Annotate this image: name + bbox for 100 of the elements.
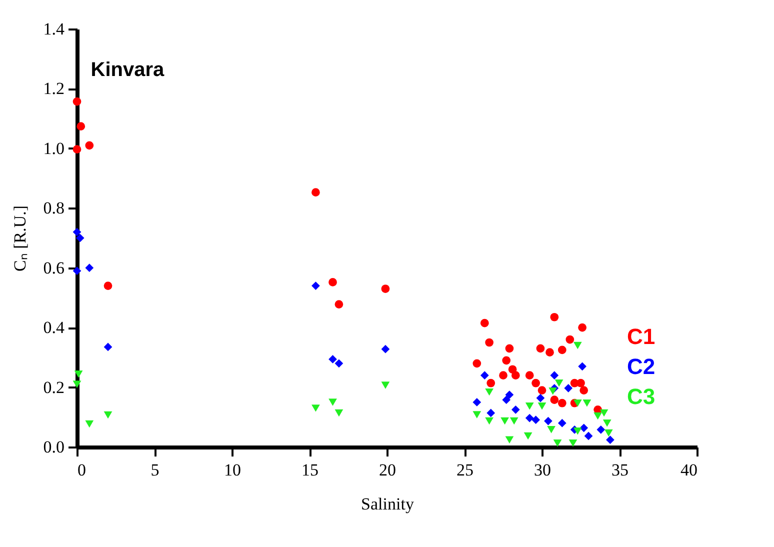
x-tick-label: 0 bbox=[78, 460, 86, 480]
point bbox=[312, 282, 320, 290]
series-label: C2 bbox=[627, 354, 656, 379]
point bbox=[485, 388, 494, 396]
point bbox=[328, 355, 337, 364]
point bbox=[505, 390, 514, 399]
point bbox=[480, 318, 489, 328]
x-tick-label: 40 bbox=[680, 460, 698, 480]
point bbox=[104, 342, 112, 352]
point bbox=[85, 141, 94, 150]
point bbox=[472, 398, 482, 406]
point bbox=[480, 371, 489, 380]
point bbox=[538, 402, 546, 410]
point bbox=[312, 404, 320, 412]
y-tick-label: 0.6 bbox=[43, 258, 64, 278]
point bbox=[582, 399, 592, 407]
point bbox=[74, 370, 83, 378]
point bbox=[502, 396, 511, 404]
x-tick-label: 20 bbox=[379, 460, 396, 480]
point bbox=[381, 284, 390, 293]
point bbox=[511, 371, 520, 380]
point bbox=[505, 436, 514, 444]
point bbox=[554, 379, 564, 387]
point bbox=[606, 436, 614, 444]
point bbox=[600, 409, 608, 417]
point bbox=[104, 411, 112, 419]
point bbox=[536, 394, 545, 402]
point bbox=[381, 344, 390, 354]
point bbox=[547, 426, 556, 434]
point bbox=[486, 378, 496, 388]
point bbox=[502, 356, 511, 365]
point bbox=[594, 412, 602, 420]
x-tick-label: 10 bbox=[224, 460, 241, 480]
point bbox=[576, 378, 585, 388]
point bbox=[546, 348, 554, 357]
point bbox=[558, 418, 566, 428]
point bbox=[334, 359, 344, 368]
point bbox=[72, 380, 82, 388]
point bbox=[544, 416, 552, 426]
y-axis-title: Cₙ [R.U.] bbox=[10, 205, 30, 272]
point bbox=[85, 264, 94, 272]
series-label: C3 bbox=[627, 384, 656, 409]
point bbox=[580, 424, 588, 432]
point bbox=[580, 386, 588, 394]
point bbox=[538, 386, 546, 394]
point bbox=[532, 378, 540, 388]
point bbox=[548, 388, 558, 395]
point bbox=[72, 97, 82, 106]
y-tick-label: 0.0 bbox=[43, 438, 64, 456]
point bbox=[550, 312, 559, 322]
y-tick-label: 1.0 bbox=[43, 138, 64, 158]
point bbox=[550, 396, 559, 404]
y-tick-label: 1.4 bbox=[43, 20, 65, 38]
point bbox=[558, 346, 566, 354]
point bbox=[328, 278, 337, 286]
point bbox=[536, 344, 545, 353]
point bbox=[584, 432, 593, 440]
point bbox=[550, 371, 559, 380]
point bbox=[510, 417, 518, 425]
point bbox=[573, 399, 582, 407]
x-tick-label: 5 bbox=[150, 460, 160, 480]
y-tick-label: 0.8 bbox=[43, 198, 64, 218]
point bbox=[525, 371, 534, 380]
point bbox=[72, 228, 82, 236]
point bbox=[328, 398, 337, 406]
point bbox=[558, 398, 566, 408]
series-label: C1 bbox=[627, 324, 656, 349]
point bbox=[505, 344, 514, 353]
point bbox=[381, 382, 390, 389]
point bbox=[578, 362, 586, 371]
y-tick-label: 0.4 bbox=[43, 318, 65, 338]
point bbox=[334, 409, 344, 417]
point bbox=[485, 338, 494, 347]
point bbox=[553, 439, 562, 447]
point bbox=[472, 411, 482, 418]
point bbox=[564, 384, 573, 392]
point bbox=[72, 266, 82, 276]
point bbox=[525, 414, 534, 422]
point bbox=[485, 417, 494, 425]
point bbox=[578, 323, 586, 332]
point bbox=[500, 417, 509, 425]
point bbox=[525, 402, 534, 410]
point bbox=[72, 145, 82, 154]
point bbox=[532, 416, 540, 424]
point bbox=[573, 342, 582, 350]
point bbox=[76, 234, 84, 242]
point bbox=[566, 335, 574, 344]
point bbox=[596, 426, 606, 434]
y-tick-label: 0.2 bbox=[43, 378, 64, 397]
x-tick-label: 35 bbox=[612, 460, 628, 480]
point bbox=[524, 432, 532, 440]
point bbox=[472, 359, 482, 368]
text: Kinvara bbox=[90, 59, 165, 81]
point bbox=[312, 188, 320, 196]
point bbox=[568, 439, 578, 447]
point bbox=[604, 429, 613, 437]
point bbox=[573, 428, 582, 435]
x-tick-label: 25 bbox=[456, 460, 474, 480]
y-tick-label: 1.2 bbox=[43, 79, 64, 98]
x-tick-label: 30 bbox=[534, 460, 551, 480]
